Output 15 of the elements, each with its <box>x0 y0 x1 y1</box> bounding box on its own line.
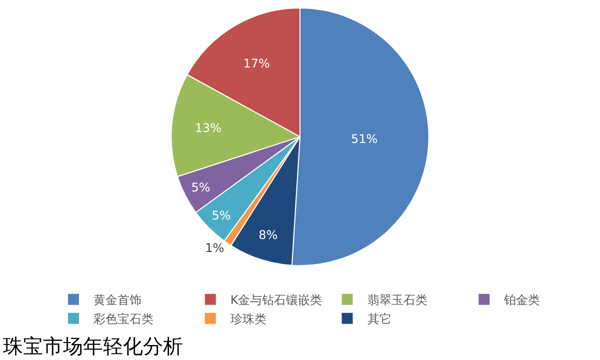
data-label: 51% <box>351 132 378 146</box>
data-label: 1% <box>205 241 224 256</box>
data-label: 17% <box>243 56 270 70</box>
data-label: 8% <box>258 228 278 242</box>
legend-label: 彩色宝石类 <box>94 312 154 326</box>
legend-label: 珍珠类 <box>230 312 266 326</box>
legend-label: 其它 <box>367 312 392 326</box>
legend-label: K金与钻石镶嵌类 <box>230 293 322 308</box>
legend-label: 黄金首饰 <box>94 293 142 308</box>
text: 珠宝市场年轻化分析 <box>3 334 183 358</box>
legend-label: 铂金类 <box>503 293 540 308</box>
data-label: 5% <box>212 208 231 223</box>
data-label: 13% <box>194 121 222 136</box>
legend-label: 翡翠玉石类 <box>367 293 428 308</box>
data-label: 5% <box>191 180 210 194</box>
